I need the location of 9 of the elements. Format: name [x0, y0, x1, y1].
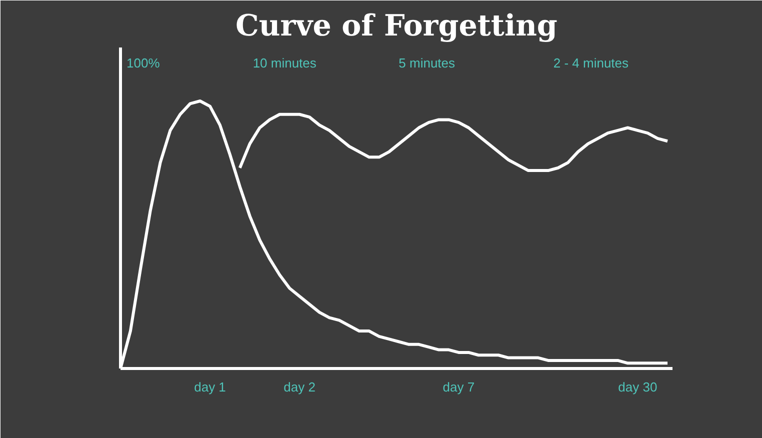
text: 2 - 4 minutes [553, 55, 630, 70]
x-tick-label: day 30 [618, 380, 658, 394]
x-tick-label: day 2 [284, 380, 316, 394]
chart-title: Curve of Forgetting [236, 8, 558, 42]
text: 5 minutes [398, 55, 456, 70]
x-tick-label: day 1 [194, 380, 226, 394]
x-tick-label: day 7 [442, 380, 475, 394]
text: 100% [126, 55, 160, 70]
text: 10 minutes [252, 55, 317, 70]
